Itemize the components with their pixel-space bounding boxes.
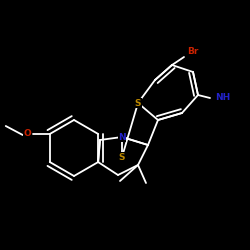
Text: S: S [135, 98, 141, 108]
Text: O: O [24, 130, 32, 138]
Text: NH: NH [216, 94, 230, 102]
Text: Br: Br [187, 46, 199, 56]
Text: S: S [119, 152, 125, 162]
Text: N: N [118, 132, 126, 141]
